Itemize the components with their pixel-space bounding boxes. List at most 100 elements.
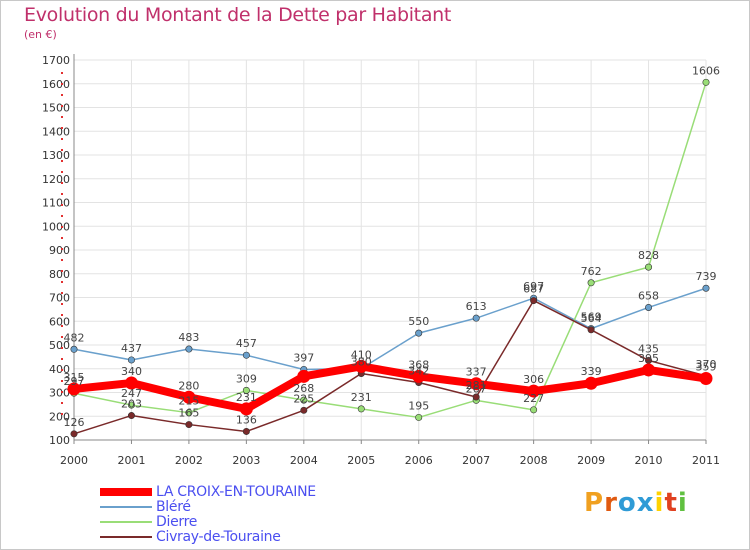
axis-dot-mark [61,248,63,250]
data-label: 306 [523,373,544,386]
data-label: 231 [351,391,372,404]
x-tick-label: 2010 [635,454,663,467]
axis-dot-mark [61,314,63,316]
axis-dot-mark [61,182,63,184]
data-point [70,345,78,353]
axis-dot-mark [61,72,63,74]
data-point [182,390,196,404]
legend-label: Bléré [156,499,191,515]
axis-dot-mark [61,237,63,239]
data-point [469,377,483,391]
data-point [242,386,250,394]
axis-dot-mark [61,105,63,107]
data-label: 342 [408,365,429,378]
data-label: 268 [293,382,314,395]
legend-swatch [100,488,152,496]
y-tick-label: 1300 [42,149,70,162]
x-tick-label: 2005 [347,454,375,467]
data-point [412,369,426,383]
data-label: 359 [696,360,717,373]
data-point [702,78,710,86]
logo-letter: x [636,488,655,518]
data-label: 215 [178,395,199,408]
data-label: 126 [64,416,85,429]
data-point [70,430,78,438]
axis-dot-mark [61,336,63,338]
data-label: 569 [581,311,602,324]
data-label: 762 [581,265,602,278]
axis-dot-mark [61,94,63,96]
y-tick-label: 700 [49,292,70,305]
x-tick-label: 2003 [232,454,260,467]
data-point [645,303,653,311]
data-label: 550 [408,315,429,328]
x-tick-label: 2006 [405,454,433,467]
data-point [530,406,538,414]
line-chart: 100 200 300 400 500 600 700 800 900 1000 1100 1200 1… [42,54,720,467]
axis-dot-mark [61,303,63,305]
data-label: 380 [351,356,372,369]
data-label: 368 [408,358,429,371]
logo-letter: t [664,488,678,518]
data-point [472,393,480,401]
data-label: 136 [236,413,257,426]
data-point [242,351,250,359]
data-label: 435 [638,342,659,355]
axis-dot-mark [61,369,63,371]
legend-swatch [100,521,152,523]
data-point [587,326,595,334]
data-point [357,405,365,413]
legend-swatch [100,506,152,508]
data-point [702,284,710,292]
data-point [415,413,423,421]
data-label: 739 [696,270,717,283]
data-point [185,345,193,353]
data-label: 457 [236,337,257,350]
axis-dot-mark [61,358,63,360]
data-label: 297 [64,375,85,388]
axis-dot-mark [61,160,63,162]
logo-letter: i [654,488,665,518]
axis-dot-mark [61,193,63,195]
data-label: 203 [121,398,142,411]
data-label: 613 [466,300,487,313]
x-tick-label: 2011 [692,454,720,467]
data-point [127,356,135,364]
series-line [70,362,710,413]
axis-dot-mark [61,402,63,404]
y-tick-label: 1200 [42,173,70,186]
data-label: 195 [408,399,429,412]
series-line [73,299,707,435]
legend-label: Civray-de-Touraine [156,529,281,545]
chart-unit-label: (en €) [24,28,57,41]
data-label: 410 [351,348,372,361]
legend-swatch [100,536,152,538]
data-label: 280 [178,379,199,392]
data-label: 225 [293,392,314,405]
axis-dot-mark [61,347,63,349]
axis-dot-mark [61,149,63,151]
y-tick-label: 400 [49,363,70,376]
y-tick-label: 1600 [42,78,70,91]
data-label: 340 [121,365,142,378]
data-point [124,376,138,390]
data-label: 397 [293,351,314,364]
chart-title: Evolution du Montant de la Dette par Hab… [24,4,452,26]
y-tick-label: 600 [49,315,70,328]
y-tick-label: 1000 [42,220,70,233]
axis-dot-mark [61,259,63,261]
axis-dot-mark [61,204,63,206]
data-label: 165 [178,407,199,420]
axis-dot-mark [61,226,63,228]
data-label: 247 [121,387,142,400]
data-point [127,412,135,420]
proxiti-logo: Proxiti [584,488,688,518]
y-tick-label: 1700 [42,54,70,67]
axis-dot-mark [61,215,63,217]
logo-letter: P [584,488,605,518]
data-label: 231 [236,391,257,404]
data-label: 337 [466,366,487,379]
data-point [185,421,193,429]
axis-dot-mark [61,292,63,294]
axis-dot-mark [61,391,63,393]
